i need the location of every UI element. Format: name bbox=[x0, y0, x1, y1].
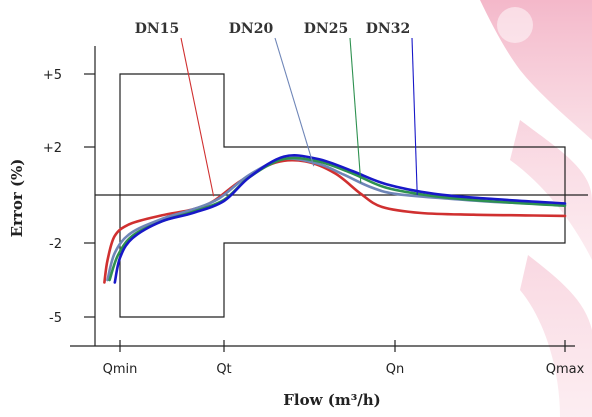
y-tick-label: +5 bbox=[43, 68, 62, 83]
legend-leader-dn32 bbox=[411, 37, 418, 196]
y-tick-label: -2 bbox=[49, 237, 62, 252]
envelope-outline bbox=[119, 73, 566, 318]
tick-labels: +5 +2 -2 -5 Qmin Qt Qn Qmax bbox=[43, 68, 585, 377]
y-axis-label: Error (%) bbox=[8, 159, 26, 238]
legend-leader-dn25 bbox=[349, 37, 362, 184]
legend: DN15 DN20 DN25 DN32 bbox=[135, 21, 418, 197]
legend-leader-dn20 bbox=[274, 37, 315, 167]
legend-label-dn15: DN15 bbox=[135, 21, 179, 37]
axes bbox=[70, 46, 575, 347]
x-tick-label: Qn bbox=[386, 362, 404, 377]
watermark-logo bbox=[480, 0, 592, 417]
legend-label-dn25: DN25 bbox=[304, 21, 348, 37]
y-tick-label: +2 bbox=[43, 141, 62, 156]
legend-label-dn20: DN20 bbox=[229, 21, 274, 37]
x-tick-label: Qt bbox=[216, 362, 231, 377]
series-layer bbox=[103, 154, 567, 284]
series-line-dn20 bbox=[106, 157, 567, 282]
x-tick-label: Qmin bbox=[103, 362, 138, 377]
series-line-dn32 bbox=[113, 154, 567, 284]
series-line-dn15 bbox=[103, 158, 567, 284]
x-tick-label: Qmax bbox=[546, 362, 585, 377]
legend-label-dn32: DN32 bbox=[366, 21, 410, 37]
tolerance-envelope bbox=[119, 73, 566, 318]
legend-leader-dn15 bbox=[180, 37, 215, 197]
x-axis-label: Flow (m³/h) bbox=[283, 391, 381, 409]
y-tick-label: -5 bbox=[49, 311, 62, 326]
